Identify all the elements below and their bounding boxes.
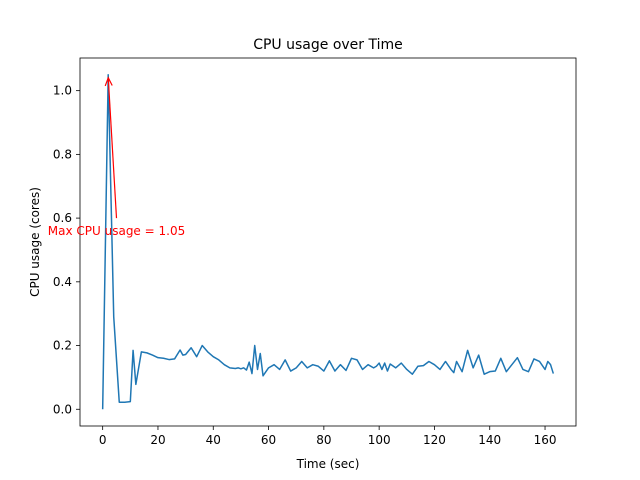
y-tick-label: 0.4 <box>53 275 72 289</box>
chart-title: CPU usage over Time <box>253 37 403 53</box>
y-tick-label: 0.0 <box>53 402 72 416</box>
y-tick-label: 0.2 <box>53 339 72 353</box>
x-tick-label: 160 <box>534 433 557 447</box>
x-tick-label: 100 <box>368 433 391 447</box>
x-tick-label: 20 <box>150 433 165 447</box>
y-axis-label: CPU usage (cores) <box>28 187 42 297</box>
x-tick-label: 80 <box>316 433 331 447</box>
plot-area: 0 20 40 60 80 100 120 140 160 0.0 0.2 0.4 0.6 0.8 1.0 M… <box>48 57 577 447</box>
x-axis-label: Time (sec) <box>296 457 360 471</box>
x-tick-label: 120 <box>423 433 446 447</box>
x-tick-label: 0 <box>99 433 107 447</box>
x-tick-label: 40 <box>206 433 221 447</box>
x-tick-label: 60 <box>261 433 276 447</box>
max-cpu-annotation: Max CPU usage = 1.05 <box>48 224 185 238</box>
y-tick-label: 1.0 <box>53 84 72 98</box>
x-tick-label: 140 <box>478 433 501 447</box>
cpu-usage-series-line <box>101 73 555 410</box>
annotation-arrow-shaft <box>107 77 118 219</box>
annotation-arrow-head <box>104 76 113 87</box>
axes-frame <box>79 57 577 427</box>
y-tick-label: 0.8 <box>53 147 72 161</box>
y-tick-label: 0.6 <box>53 211 72 225</box>
